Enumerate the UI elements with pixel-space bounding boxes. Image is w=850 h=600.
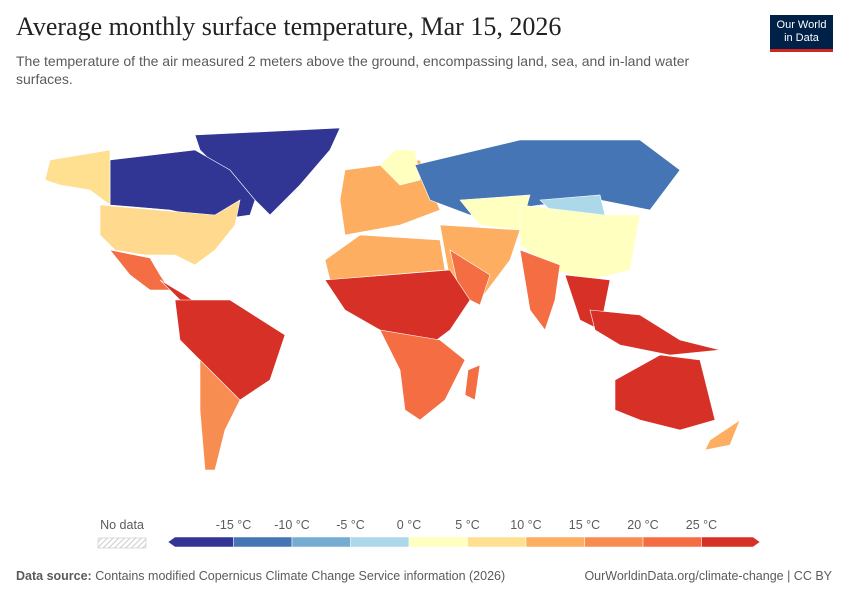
- legend-label: 15 °C: [569, 518, 600, 532]
- region[interactable]: [464, 364, 481, 401]
- region[interactable]: [379, 329, 466, 421]
- region[interactable]: [519, 249, 561, 331]
- legend-bin: [701, 536, 761, 548]
- region[interactable]: [109, 249, 171, 291]
- region[interactable]: [324, 269, 471, 346]
- source: Data source: Contains modified Copernicu…: [16, 569, 505, 583]
- legend: -15 °C -10 °C -5 °C 0 °C 5 °C 10 °C 15 °C 20 °C…: [167, 518, 761, 548]
- legend-bin: [233, 536, 293, 548]
- region[interactable]: [414, 139, 681, 216]
- legend-bin: [584, 536, 644, 548]
- logo-line: in Data: [784, 32, 819, 44]
- legend-bin: [167, 536, 234, 548]
- region[interactable]: [589, 309, 721, 356]
- legend-label: 5 °C: [455, 518, 479, 532]
- source-label: Data source:: [16, 569, 92, 583]
- map: No data -15 °C -10 °C -5 °C 0 °C 5 °C 10 °C 15…: [44, 127, 761, 549]
- region[interactable]: [614, 354, 716, 431]
- subtitle-line: The temperature of the air measured 2 me…: [16, 53, 690, 69]
- subtitle-line: surfaces.: [16, 71, 73, 87]
- legend-label: 0 °C: [397, 518, 421, 532]
- region[interactable]: [99, 199, 241, 266]
- countries: [44, 127, 741, 471]
- logo[interactable]: Our World in Data: [770, 15, 833, 52]
- legend-bin: [642, 536, 702, 548]
- logo-line: Our World: [776, 19, 827, 31]
- legend-label: -15 °C: [216, 518, 252, 532]
- region[interactable]: [199, 359, 241, 471]
- legend-label: -10 °C: [274, 518, 310, 532]
- region[interactable]: [174, 299, 286, 401]
- region[interactable]: [459, 194, 531, 231]
- legend-bin: [291, 536, 351, 548]
- title: Average monthly surface temperature, Mar…: [16, 12, 562, 41]
- source-text: Contains modified Copernicus Climate Cha…: [95, 569, 506, 583]
- region[interactable]: [704, 419, 741, 451]
- legend-bin: [350, 536, 410, 548]
- legend-label: 20 °C: [627, 518, 658, 532]
- region[interactable]: [109, 149, 256, 221]
- legend-label: 25 °C: [686, 518, 717, 532]
- legend-bin: [525, 536, 585, 548]
- link[interactable]: OurWorldinData.org/climate-change | CC B…: [584, 569, 832, 583]
- subtitle: The temperature of the air measured 2 me…: [16, 52, 689, 88]
- region[interactable]: [44, 149, 111, 206]
- legend-bin: [467, 536, 527, 548]
- legend-label: -5 °C: [336, 518, 365, 532]
- no-data-label: No data: [100, 518, 144, 532]
- legend-label: 10 °C: [510, 518, 541, 532]
- region[interactable]: [324, 234, 446, 281]
- no-data-swatch: [97, 537, 147, 549]
- legend-bin: [408, 536, 468, 548]
